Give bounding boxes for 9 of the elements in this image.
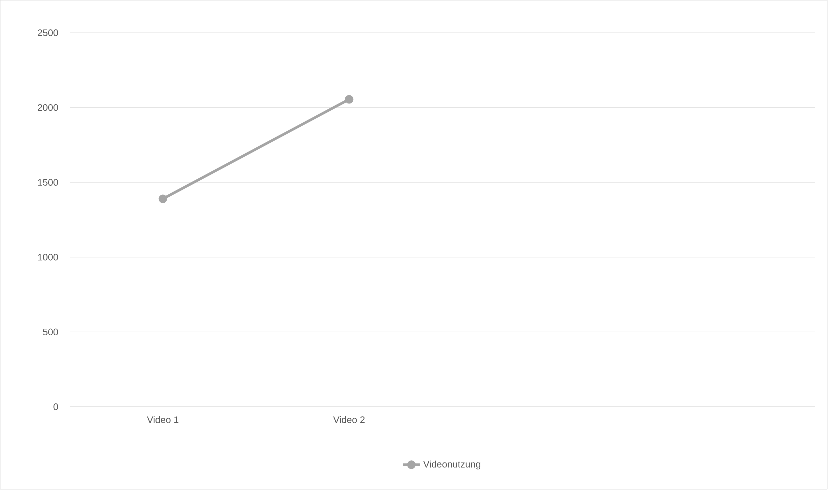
- x-tick-label: Video 1: [147, 416, 179, 424]
- legend-label: Videonutzung: [423, 460, 481, 470]
- y-tick-label: 2500: [38, 30, 58, 36]
- y-tick-label: 1500: [38, 179, 58, 186]
- x-tick-label: Video 2: [333, 416, 365, 424]
- y-tick-label: 0: [54, 404, 58, 410]
- y-tick-label: 2000: [38, 104, 58, 112]
- y-tick-label: 500: [43, 328, 58, 336]
- y-tick-label: 1000: [38, 254, 58, 261]
